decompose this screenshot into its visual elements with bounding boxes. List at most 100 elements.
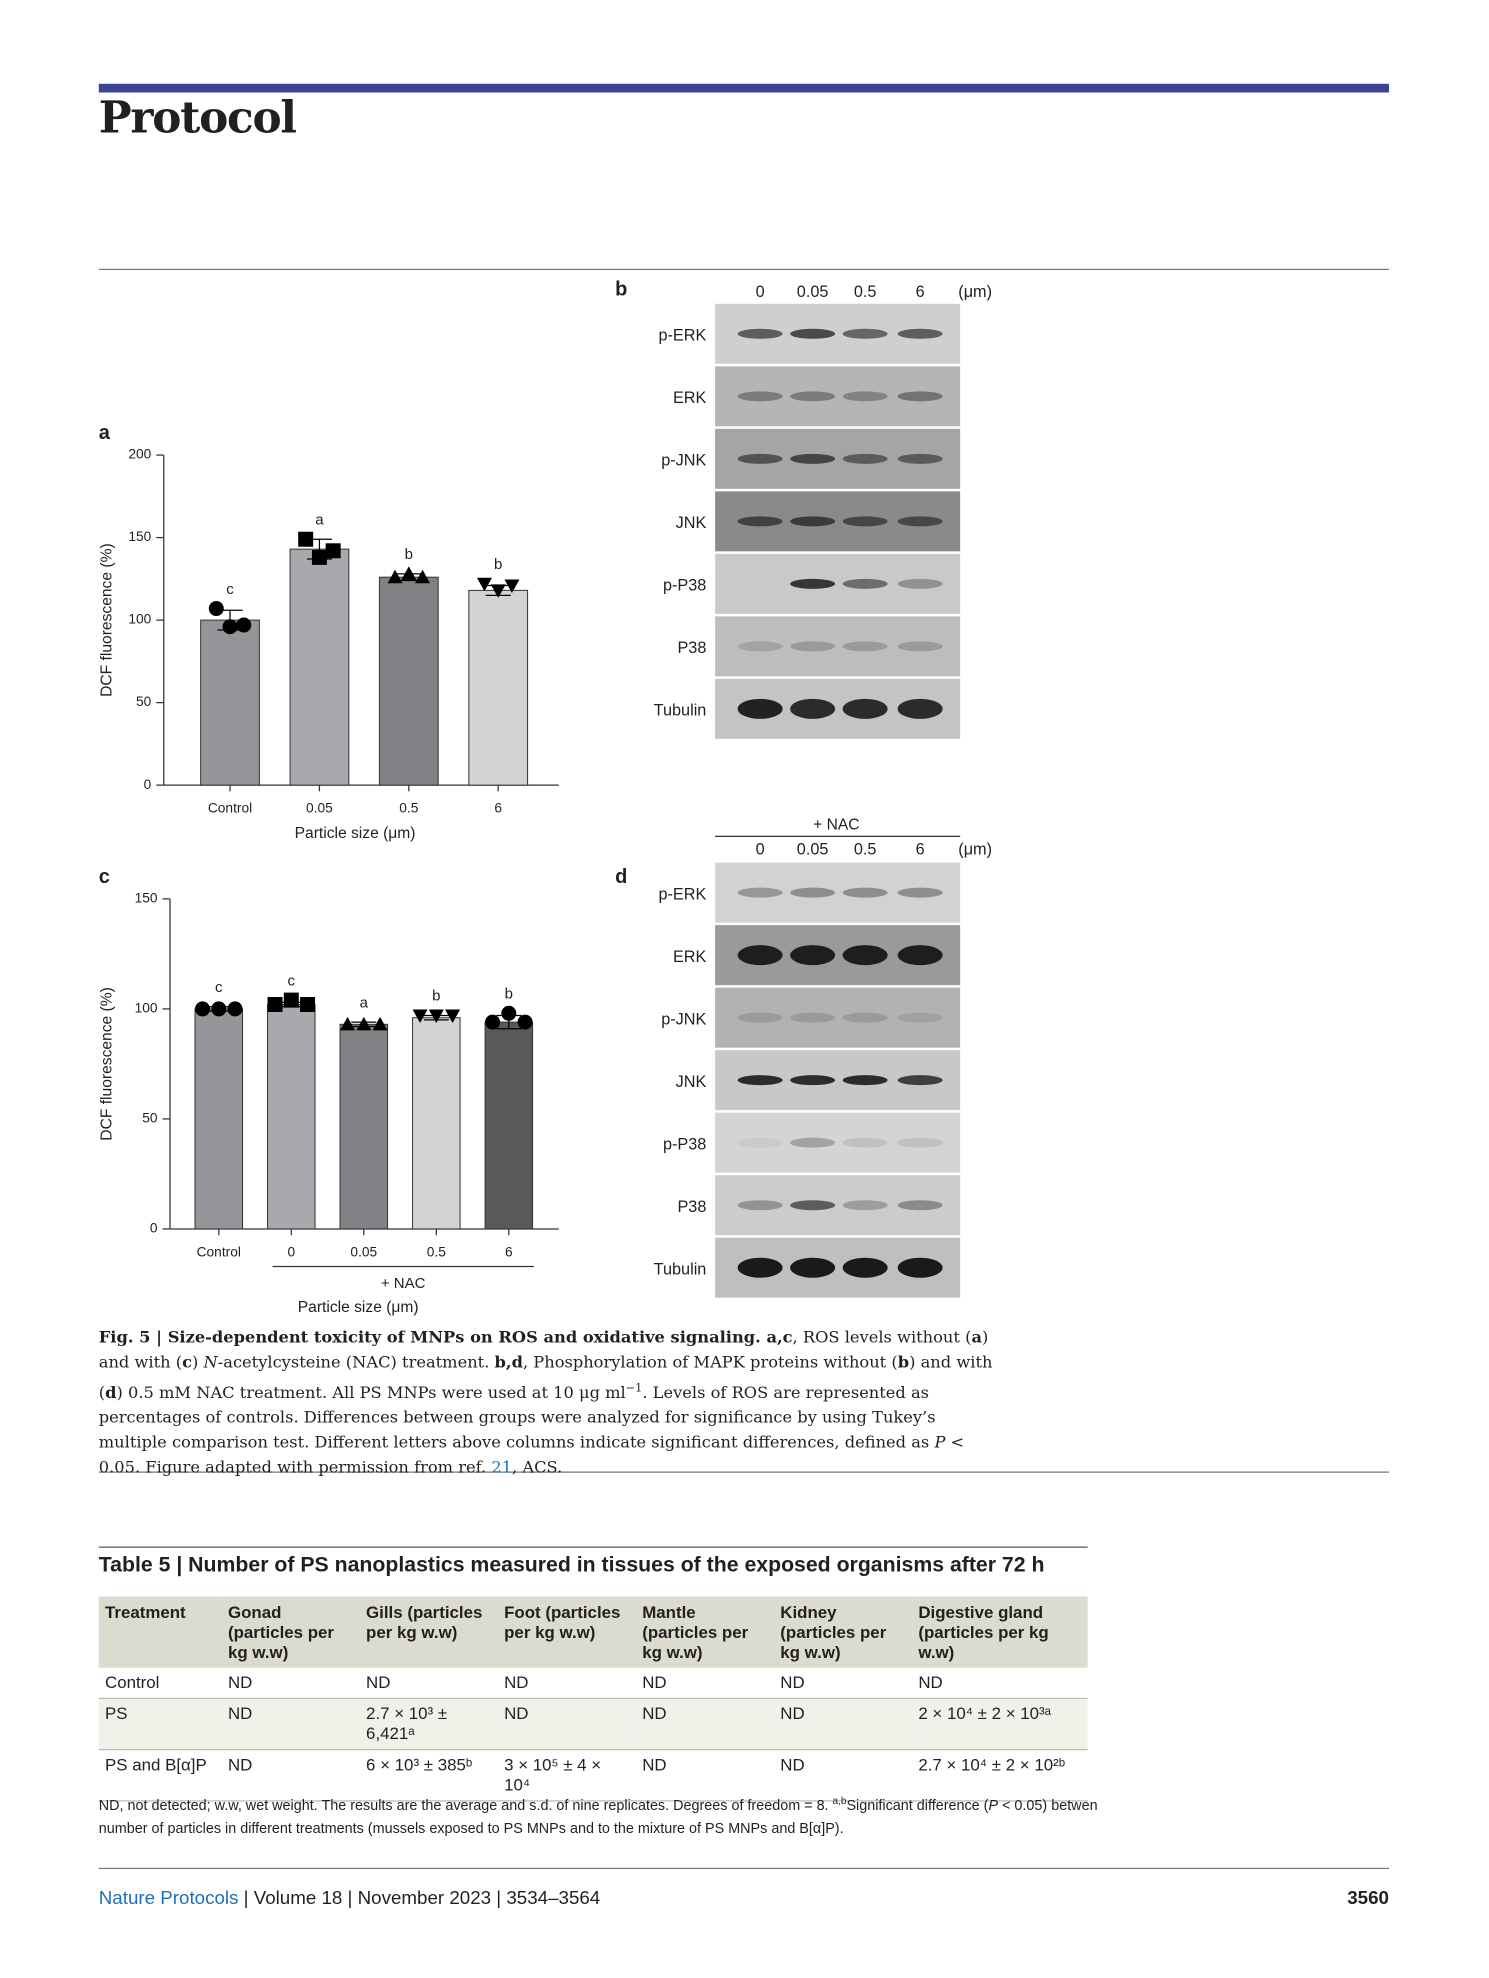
data-point (227, 1001, 243, 1017)
blot-band (897, 578, 943, 589)
footnote-text: < 0.05) betwen number of particles in di… (98, 1798, 1098, 1837)
column-header: Foot (particles per kg w.w) (497, 1596, 636, 1668)
y-tick-label: 150 (128, 529, 151, 544)
blot-band (790, 1012, 836, 1023)
column-header: Kidney (particles per kg w.w) (774, 1596, 913, 1668)
lane-label: 0.05 (797, 840, 829, 858)
blot-band (737, 698, 783, 719)
blot-band (737, 1075, 783, 1086)
x-tick-label: 0.05 (350, 1244, 377, 1259)
bar (339, 1023, 389, 1230)
blot-band (790, 1200, 836, 1211)
panel-letter: a (99, 422, 111, 444)
blot-band (790, 578, 836, 589)
bar (412, 1017, 461, 1230)
table-cell: ND (912, 1667, 1088, 1700)
table-cell: PS and B[α]P (98, 1749, 222, 1802)
data-point (208, 601, 224, 617)
caption-text: c (182, 1353, 193, 1373)
x-tick-label: 0.5 (427, 1244, 446, 1259)
caption-text: , Phosphorylation of MAPK proteins witho… (522, 1353, 898, 1373)
blot-strip (715, 862, 961, 923)
table-row: PS and B[α]P ND 6 × 10³ ± 385ᵇ 3 × 10⁵ ± 4 … (98, 1749, 1088, 1802)
protein-label: p-P38 (663, 577, 706, 595)
significance-letter: c (215, 979, 223, 996)
footer: Nature Protocols | Volume 18 | November … (99, 1888, 600, 1909)
rule (98, 1471, 1389, 1473)
caption-text: , ACS. (512, 1459, 563, 1479)
x-axis-label: Particle size (μm) (295, 825, 416, 842)
blot-strip (715, 616, 961, 677)
table-cell: 2.7 × 10⁴ ± 2 × 10²ᵇ (912, 1749, 1088, 1802)
table-cell: 2 × 10⁴ ± 2 × 10³ᵃ (912, 1698, 1088, 1751)
blot-band (897, 1200, 943, 1211)
footer-details: | Volume 18 | November 2023 | 3534–3564 (238, 1887, 601, 1910)
data-point (401, 566, 417, 580)
lane-label: 0.5 (854, 840, 877, 858)
caption-text: b,d (494, 1353, 523, 1373)
blot-band (897, 945, 943, 966)
blot-strip (715, 1112, 961, 1173)
table-cell: ND (635, 1698, 775, 1751)
table-title: Table 5 | Number of PS nanoplastics meas… (98, 1552, 1045, 1577)
table-cell: ND (774, 1698, 913, 1751)
blot-band (790, 328, 836, 339)
blot-band (842, 453, 888, 464)
blot-band (737, 453, 783, 464)
x-tick-label: Control (197, 1244, 241, 1259)
figure-caption: Fig. 5 | Size-dependent toxicity of MNPs… (99, 1326, 1005, 1481)
data-point (490, 584, 506, 598)
caption-text: P (934, 1434, 946, 1454)
table-cell: ND (221, 1749, 360, 1802)
table-row: PS ND 2.7 × 10³ ± 6,421ᵃ ND ND ND 2 × 10⁴ ± 2 … (98, 1698, 1088, 1751)
journal: Nature Protocols (98, 1887, 239, 1910)
data-point (372, 1016, 388, 1031)
blot-band (897, 1012, 943, 1023)
data-point (325, 543, 341, 559)
blot-band (842, 641, 888, 652)
data-point (428, 1009, 444, 1024)
lane-label: 6 (916, 840, 925, 858)
significance-letter: c (288, 972, 296, 989)
blot-band (842, 945, 888, 966)
blot-band (897, 453, 943, 464)
caption-text: 21 (491, 1459, 513, 1479)
caption-text: ) (192, 1353, 204, 1373)
table-cell: ND (635, 1667, 775, 1700)
protein-label: p-JNK (661, 1010, 706, 1028)
caption-text: b (897, 1353, 910, 1373)
bar (468, 589, 529, 786)
protein-label: p-ERK (658, 327, 706, 345)
caption-text: , ROS levels without ( (792, 1328, 972, 1348)
column-header: Mantle (particles per kg w.w) (635, 1596, 775, 1668)
data-point (485, 1014, 501, 1030)
group-label: + NAC (381, 1275, 426, 1292)
table-cell: 2.7 × 10³ ± 6,421ᵃ (359, 1698, 498, 1751)
table-cell: ND (359, 1667, 498, 1700)
rule (98, 1867, 1389, 1870)
x-tick-label: 0.05 (306, 801, 333, 816)
blot-band (737, 641, 783, 652)
treatment-label: + NAC (813, 816, 859, 833)
table-cell: ND (635, 1749, 775, 1802)
blot-band (790, 641, 836, 652)
protein-label: p-JNK (661, 452, 706, 470)
data-point (504, 579, 520, 593)
blot-band (737, 516, 783, 527)
rule (98, 1546, 1088, 1548)
caption-text: Fig. 5 | Size-dependent toxicity of MNPs… (98, 1328, 793, 1348)
x-tick-label: 0.5 (399, 801, 418, 816)
data-point (267, 997, 283, 1013)
blot-band (790, 1137, 836, 1148)
y-tick-label: 50 (136, 694, 152, 709)
blot-band (842, 1012, 888, 1023)
blot-band (897, 641, 943, 652)
blot-band (790, 1075, 836, 1086)
significance-letter: a (360, 994, 369, 1011)
y-axis-label: DCF fluorescence (%) (99, 987, 116, 1141)
caption-text: d (105, 1384, 117, 1404)
table: Treatment Gonad (particles per kg w.w) Gil… (98, 1596, 1088, 1802)
caption-text: a (971, 1328, 982, 1348)
caption-text: < 0.05. Figure adapted with permission f… (98, 1434, 965, 1479)
table-cell: ND (497, 1667, 636, 1700)
